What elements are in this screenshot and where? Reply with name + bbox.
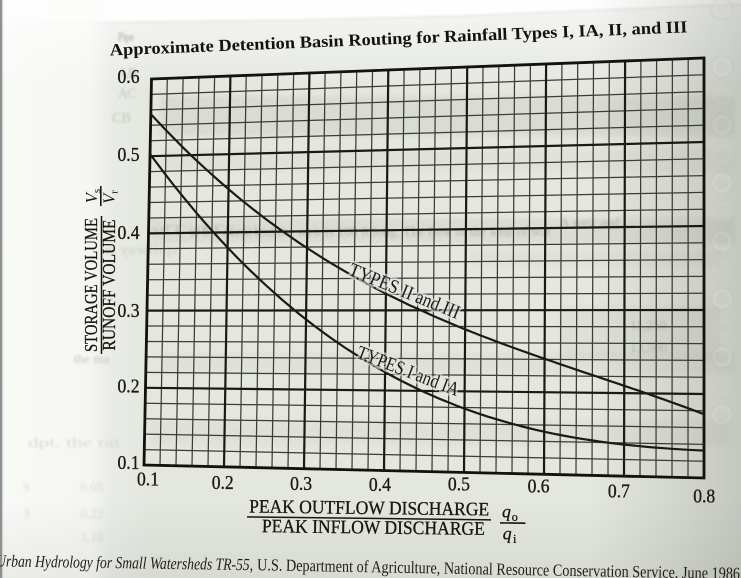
svg-text:3: 3 xyxy=(23,506,30,521)
svg-text:0.6: 0.6 xyxy=(118,67,140,88)
svg-text:RUNOFF VOLUME: RUNOFF VOLUME xyxy=(99,220,119,351)
svg-text:0.4: 0.4 xyxy=(118,223,140,244)
svg-text:0.22: 0.22 xyxy=(80,506,104,521)
svg-text:spillway is: spillway is xyxy=(104,243,178,258)
svg-text:0.05: 0.05 xyxy=(80,480,104,495)
svg-text:the ma: the ma xyxy=(74,351,109,366)
svg-text:U.S. Department of Agriculture: U.S. Department of Agriculture, National… xyxy=(257,555,740,578)
svg-text:0.8: 0.8 xyxy=(693,487,715,508)
svg-text:PEAK INFLOW DISCHARGE: PEAK INFLOW DISCHARGE xyxy=(262,516,485,540)
svg-text:dpt. the rat: dpt. the rat xyxy=(28,435,120,450)
svg-text:AB: AB xyxy=(118,66,137,82)
svg-text:0.4: 0.4 xyxy=(369,475,391,496)
svg-text:0.1: 0.1 xyxy=(137,470,159,491)
svg-text:0.5: 0.5 xyxy=(448,474,470,495)
svg-text:0.3: 0.3 xyxy=(290,474,312,495)
svg-text:11,250: 11,250 xyxy=(630,318,667,333)
svg-text:0.6: 0.6 xyxy=(528,476,550,497)
svg-text:0.7: 0.7 xyxy=(608,481,630,502)
svg-text:CB: CB xyxy=(112,111,131,127)
svg-text:0.5: 0.5 xyxy=(118,145,140,166)
svg-text:STORAGE VOLUME: STORAGE VOLUME xyxy=(81,218,101,352)
svg-text:PEAK OUTFLOW DISCHARGE: PEAK OUTFLOW DISCHARGE xyxy=(249,497,489,521)
svg-text:0.2: 0.2 xyxy=(212,473,234,494)
svg-text:0.3: 0.3 xyxy=(118,301,140,322)
svg-text:0.1: 0.1 xyxy=(118,453,140,474)
svg-text:Pipe: Pipe xyxy=(118,29,134,44)
svg-text:13,500: 13,500 xyxy=(630,340,667,355)
svg-text:3.18: 3.18 xyxy=(80,530,104,545)
svg-text:9: 9 xyxy=(23,480,30,495)
svg-text:Urban Hydrology for Small Wate: Urban Hydrology for Small Watersheds TR-… xyxy=(0,551,253,574)
svg-text:AC: AC xyxy=(118,86,136,102)
svg-text:0.2: 0.2 xyxy=(118,377,140,398)
